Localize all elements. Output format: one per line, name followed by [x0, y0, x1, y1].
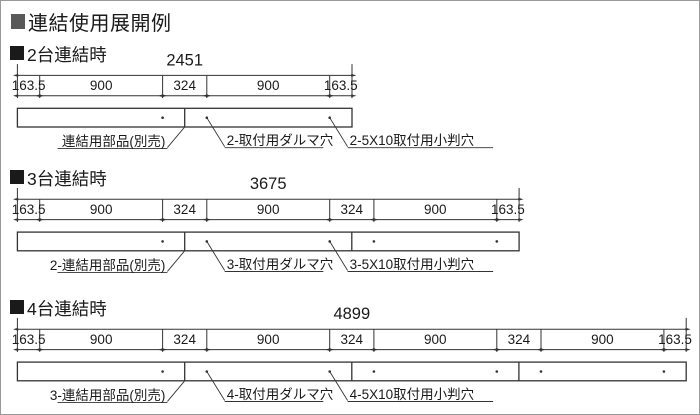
svg-text:324: 324 — [508, 332, 531, 347]
svg-text:3-取付用ダルマ穴: 3-取付用ダルマ穴 — [227, 257, 334, 272]
svg-text:2-連結用部品(別売): 2-連結用部品(別売) — [50, 258, 166, 273]
svg-text:163.5: 163.5 — [12, 202, 46, 217]
svg-text:2-5X10取付用小判穴: 2-5X10取付用小判穴 — [350, 133, 475, 148]
svg-text:163.5: 163.5 — [12, 78, 46, 93]
svg-text:900: 900 — [90, 332, 113, 347]
svg-text:4-5X10取付用小判穴: 4-5X10取付用小判穴 — [350, 387, 475, 402]
svg-text:324: 324 — [173, 332, 196, 347]
svg-text:連結用部品(別売): 連結用部品(別売) — [62, 134, 166, 149]
svg-text:163.5: 163.5 — [658, 332, 692, 347]
svg-text:4899: 4899 — [333, 305, 370, 323]
svg-text:900: 900 — [591, 332, 614, 347]
svg-text:2-取付用ダルマ穴: 2-取付用ダルマ穴 — [227, 133, 334, 148]
svg-text:163.5: 163.5 — [491, 202, 525, 217]
svg-text:163.5: 163.5 — [12, 332, 46, 347]
svg-text:900: 900 — [90, 202, 113, 217]
svg-text:900: 900 — [424, 202, 447, 217]
svg-text:4-取付用ダルマ穴: 4-取付用ダルマ穴 — [227, 387, 334, 402]
svg-text:324: 324 — [173, 202, 196, 217]
svg-text:3675: 3675 — [250, 175, 287, 193]
svg-text:900: 900 — [257, 202, 280, 217]
svg-text:2451: 2451 — [166, 51, 203, 69]
svg-text:900: 900 — [257, 78, 280, 93]
svg-text:900: 900 — [424, 332, 447, 347]
svg-text:900: 900 — [90, 78, 113, 93]
svg-text:324: 324 — [341, 202, 364, 217]
svg-text:163.5: 163.5 — [324, 78, 358, 93]
svg-text:3-連結用部品(別売): 3-連結用部品(別売) — [50, 388, 166, 403]
svg-text:324: 324 — [173, 78, 196, 93]
svg-text:3-5X10取付用小判穴: 3-5X10取付用小判穴 — [350, 257, 475, 272]
svg-text:324: 324 — [341, 332, 364, 347]
svg-text:900: 900 — [257, 332, 280, 347]
